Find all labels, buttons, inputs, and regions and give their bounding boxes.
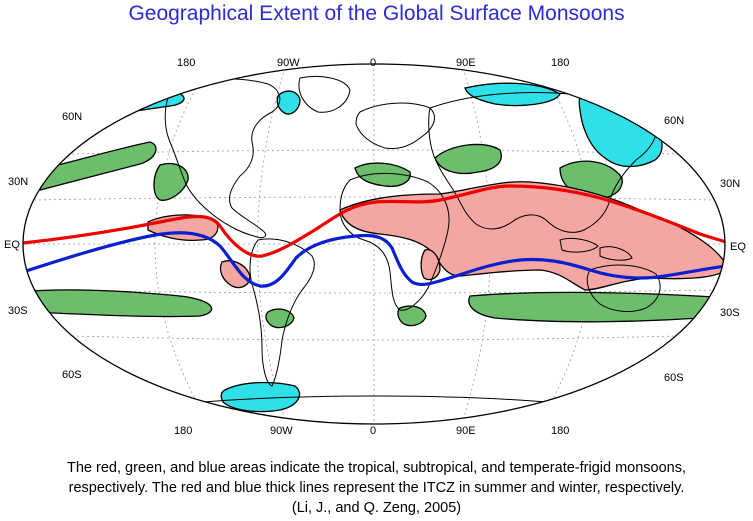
right-lat-label: 30N <box>720 178 740 190</box>
top-lon-label: 180 <box>177 57 195 69</box>
figure-caption: The red, green, and blue areas indicate … <box>0 458 753 518</box>
bottom-lon-label: 90W <box>270 425 293 437</box>
right-lat-label: 60N <box>664 115 684 127</box>
tropical-monsoon-areas <box>147 181 725 291</box>
bottom-lon-label: 0 <box>370 425 376 437</box>
top-lon-label: 0 <box>370 57 376 69</box>
winter-itcz-line <box>23 231 725 288</box>
top-lon-label: 180 <box>551 57 569 69</box>
left-lat-label: 30N <box>8 176 28 188</box>
summer-itcz-line <box>23 184 725 258</box>
bottom-lon-label: 180 <box>551 425 569 437</box>
globe-outline <box>22 63 726 425</box>
left-lat-label: 60N <box>62 111 82 123</box>
right-lat-label: EQ <box>730 241 746 253</box>
world-map: 180 90W 0 90E 180 180 90W 0 90E 180 60N … <box>4 57 746 437</box>
bottom-lon-label: 90E <box>456 425 476 437</box>
right-lat-label: 60S <box>664 372 684 384</box>
top-lon-label: 90W <box>277 57 300 69</box>
caption-line: (Li, J., and Q. Zeng, 2005) <box>291 500 462 516</box>
map-title: Geographical Extent of the Global Surfac… <box>128 2 625 25</box>
top-lon-label: 90E <box>456 57 476 69</box>
left-lat-label: EQ <box>4 239 20 251</box>
right-lat-label: 30S <box>720 307 740 319</box>
left-lat-label: 30S <box>8 305 28 317</box>
bottom-lon-label: 180 <box>174 425 192 437</box>
left-lat-label: 60S <box>62 369 82 381</box>
caption-line: respectively. The red and blue thick lin… <box>68 480 685 496</box>
caption-line: The red, green, and blue areas indicate … <box>66 460 687 476</box>
